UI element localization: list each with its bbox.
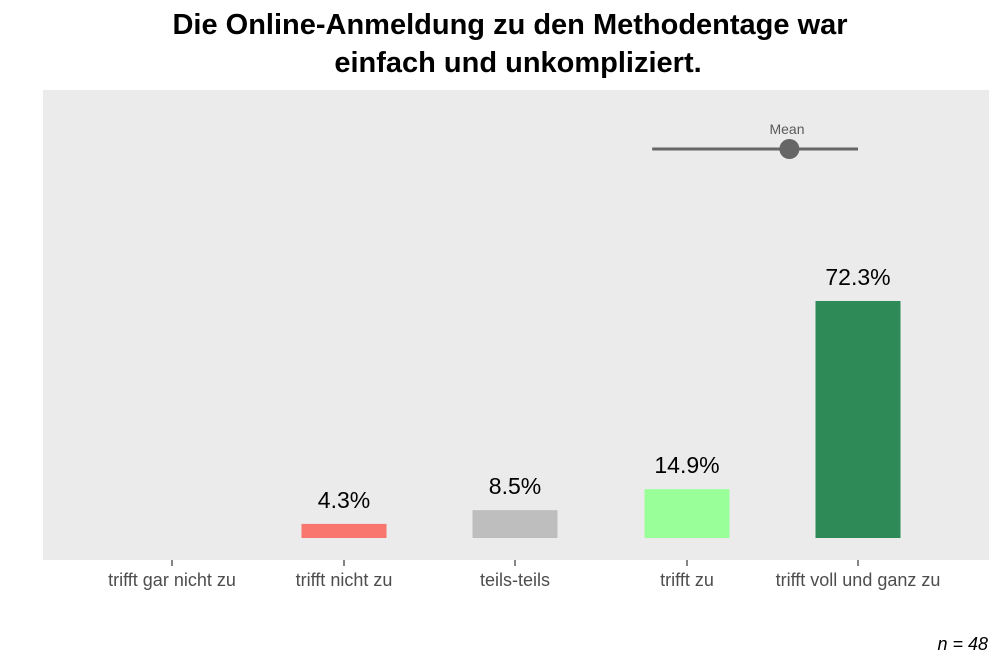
bars-layer (301, 301, 901, 538)
x-tick-label-4: trifft zu (660, 570, 714, 590)
bar-value-label-4: 14.9% (654, 452, 719, 478)
x-tick-label-3: teils-teils (480, 570, 550, 590)
bar-value-label-2: 4.3% (318, 487, 370, 513)
mean-indicator: Mean (652, 121, 858, 159)
chart-title-line-2: einfach und unkompliziert. (334, 47, 701, 79)
mean-point (779, 139, 800, 159)
mean-label: Mean (769, 121, 804, 137)
x-tick-label-1: trifft gar nicht zu (108, 570, 236, 590)
bar-2 (301, 523, 387, 538)
sample-size-note: n = 48 (937, 634, 988, 654)
bar-3 (472, 510, 558, 538)
chart-title-line-1: Die Online-Anmeldung zu den Methodentage… (172, 9, 847, 41)
bar-value-label-3: 8.5% (489, 473, 541, 499)
x-tick-label-5: trifft voll und ganz zu (776, 570, 941, 590)
bar-value-label-5: 72.3% (825, 264, 890, 290)
x-tick-label-2: trifft nicht zu (296, 570, 393, 590)
bar-labels-layer: 4.3% 8.5% 14.9% 72.3% (318, 264, 891, 513)
bar-5 (815, 301, 901, 538)
x-axis: trifft gar nicht zu trifft nicht zu teils-… (108, 560, 940, 590)
bar-4 (644, 489, 730, 538)
